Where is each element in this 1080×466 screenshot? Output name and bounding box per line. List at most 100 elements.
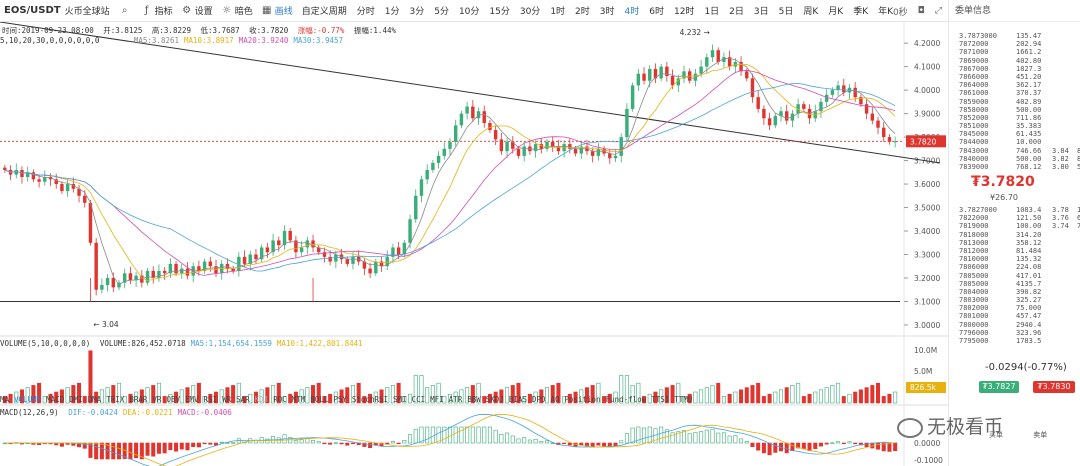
- chart-area[interactable]: 4.20004.10004.00003.90003.80003.70003.60…: [0, 21, 948, 466]
- orderbook-bid-row[interactable]: 7803000 325.27: [949, 296, 1080, 304]
- indicator-tab-dpo[interactable]: DPO: [531, 395, 546, 404]
- draw-button[interactable]: ▦ 画线: [261, 4, 293, 17]
- indicator-tab-emv[interactable]: EMV: [184, 395, 199, 404]
- indicator-tab-mfi[interactable]: MFI: [430, 395, 444, 404]
- indicator-tab-smi[interactable]: SMI: [393, 395, 407, 404]
- period-10[interactable]: 4时: [624, 7, 640, 17]
- indicator-tab-bbw[interactable]: BBW: [467, 395, 481, 404]
- indicator-tab-rsi[interactable]: RSI: [203, 395, 218, 404]
- period-20[interactable]: 年K: [878, 7, 893, 17]
- orderbook-bid-row[interactable]: 7805000 4135.7: [949, 280, 1080, 288]
- orderbook-bid-row[interactable]: 7802000 75.000: [949, 304, 1080, 312]
- orderbook-ask-row[interactable]: 7864000 362.17: [949, 81, 1080, 89]
- settings-button[interactable]: ⚙ 设置: [182, 4, 213, 17]
- period-7[interactable]: 1时: [550, 7, 566, 17]
- orderbook-bid-row[interactable]: 7796000 323.96: [949, 329, 1080, 337]
- orderbook-bid-row[interactable]: 7813000 358.12: [949, 239, 1080, 247]
- indicator-tab-ao[interactable]: AO: [550, 395, 560, 404]
- orderbook-ask-row[interactable]: 7844000 10.000: [949, 138, 1080, 146]
- indicator-tab-skdj[interactable]: SKDJ: [485, 395, 504, 404]
- orderbook-bid-row[interactable]: 7810000 135.32: [949, 255, 1080, 263]
- period-16[interactable]: 5日: [778, 7, 794, 17]
- orderbook-bid-row[interactable]: 7822000 121.50 3.76 61: [949, 214, 1080, 222]
- indicator-tab-dmi[interactable]: DMI: [69, 395, 83, 404]
- indicator-tab-ttmu[interactable]: TTMU: [674, 395, 693, 404]
- period-6[interactable]: 30分: [519, 7, 541, 17]
- orderbook-bid-row[interactable]: 7806000 224.08: [949, 263, 1080, 271]
- indicator-tab-atr[interactable]: ATR: [448, 395, 463, 404]
- period-9[interactable]: 3时: [599, 7, 615, 17]
- orderbook-ask-row[interactable]: 7872000 202.94: [949, 40, 1080, 48]
- orderbook-ask-row[interactable]: 7861000 370.37: [949, 89, 1080, 97]
- period-18[interactable]: 月K: [828, 7, 844, 17]
- orderbook-bid-row[interactable]: 3.7827000 1083.4 3.78 11: [949, 206, 1080, 214]
- indicator-tab-bias[interactable]: BIAS: [508, 395, 527, 404]
- camera-icon[interactable]: ◘: [917, 6, 925, 16]
- indicator-tab-position[interactable]: Position: [564, 395, 601, 404]
- indicator-tab-ma[interactable]: MA: [0, 395, 10, 404]
- indicator-tab-wr[interactable]: WR: [222, 395, 232, 404]
- indicator-tab-macd[interactable]: MACD: [46, 395, 65, 404]
- orderbook-bid-row[interactable]: 7805000 417.01: [949, 272, 1080, 280]
- orderbook-ask-row[interactable]: 7867000 1827.3: [949, 65, 1080, 73]
- indicator-tab-trix[interactable]: TRIX: [106, 395, 125, 404]
- indicator-tab-cci[interactable]: CCI: [411, 395, 426, 404]
- orderbook-ask-row[interactable]: 7851000 35.383: [949, 122, 1080, 130]
- orderbook-ask-row[interactable]: 7840000 500.00 3.82 80: [949, 155, 1080, 163]
- indicator-tab-stochrsi[interactable]: StochRSI: [351, 395, 389, 404]
- indicator-button[interactable]: ƒ 指标: [142, 4, 173, 17]
- orderbook-ask-row[interactable]: 7866000 451.20: [949, 73, 1080, 81]
- period-17[interactable]: 周K: [803, 7, 819, 17]
- search-button[interactable]: ⌕: [120, 5, 133, 16]
- orderbook-ask-row[interactable]: 7845000 61.435: [949, 130, 1080, 138]
- orderbook-ask-row[interactable]: 7839000 768.12 3.80 50: [949, 163, 1080, 171]
- period-0[interactable]: 分时: [356, 7, 375, 17]
- indicator-tab-boll[interactable]: BOLL: [310, 395, 329, 404]
- orderbook-ask-row[interactable]: 7859000 402.89: [949, 98, 1080, 106]
- buy-price-button[interactable]: ₮3.7827: [979, 381, 1019, 393]
- indicator-tab-dma[interactable]: DMA: [87, 395, 102, 404]
- period-14[interactable]: 2日: [729, 7, 744, 17]
- period-12[interactable]: 12时: [673, 7, 695, 17]
- orderbook-bid-row[interactable]: 7800000 2940.4: [949, 321, 1080, 329]
- period-1[interactable]: 1分: [384, 7, 400, 17]
- orderbook-bid-row[interactable]: 7801000 457.47: [949, 312, 1080, 320]
- period-5[interactable]: 15分: [489, 7, 510, 17]
- indicator-tab-roc[interactable]: ROC: [273, 395, 287, 404]
- orderbook-ask-row[interactable]: 7852000 711.86: [949, 114, 1080, 122]
- period-8[interactable]: 2时: [575, 7, 590, 17]
- indicator-tab-ttsi[interactable]: TTSI: [651, 395, 670, 404]
- indicator-tab-obv[interactable]: OBV: [166, 395, 180, 404]
- orderbook-bid-row[interactable]: 7804000 390.82: [949, 288, 1080, 296]
- indicator-tab-brar[interactable]: BRAR: [129, 395, 148, 404]
- period-3[interactable]: 5分: [434, 7, 449, 17]
- period-15[interactable]: 3日: [753, 7, 769, 17]
- period-4[interactable]: 10分: [458, 7, 480, 17]
- sell-price-button[interactable]: ₮3.7830: [1033, 381, 1075, 393]
- indicator-tab-kdj[interactable]: KDJ: [254, 395, 269, 404]
- orderbook-ask-row[interactable]: 7871000 1661.2: [949, 48, 1080, 56]
- orderbook-ask-row[interactable]: 7843000 746.66 3.84 82: [949, 147, 1080, 155]
- period-19[interactable]: 季K: [853, 7, 869, 17]
- period-2[interactable]: 3分: [409, 7, 425, 17]
- indicator-tab-psy[interactable]: PSY: [333, 395, 347, 404]
- orderbook-bid-row[interactable]: 7819000 100.00 3.74 78: [949, 222, 1080, 230]
- indicator-tab-volume[interactable]: VOLUME: [14, 395, 42, 404]
- period-13[interactable]: 1日: [704, 7, 720, 17]
- custom-period-button[interactable]: 自定义周期: [301, 7, 347, 17]
- symbol-label[interactable]: EOS/USDT: [4, 5, 61, 16]
- orderbook-bid-row[interactable]: 7795000 1783.5: [949, 337, 1080, 345]
- indicator-tab-mtm[interactable]: MTM: [291, 395, 306, 404]
- period-11[interactable]: 6时: [649, 7, 664, 17]
- theme-button[interactable]: ☼ 暗色: [222, 4, 253, 17]
- orderbook-bid-row[interactable]: 7812000 81.484: [949, 247, 1080, 255]
- orderbook-ask-row[interactable]: 3.7873000 135.47: [949, 32, 1080, 40]
- orderbook-ask-row[interactable]: 7858000 500.00: [949, 106, 1080, 114]
- expand-icon[interactable]: ⤢: [934, 6, 942, 16]
- orderbook-ask-row[interactable]: 7869000 402.80: [949, 57, 1080, 65]
- indicator-tab-vr[interactable]: VR: [152, 395, 162, 404]
- chart-canvas[interactable]: 4.20004.10004.00003.90003.80003.70003.60…: [0, 21, 948, 466]
- indicator-tab-fund-flow[interactable]: Fund-flow: [605, 395, 647, 404]
- indicator-tab-sar[interactable]: SAR: [236, 395, 250, 404]
- orderbook-bid-row[interactable]: 7818000 314.20: [949, 231, 1080, 239]
